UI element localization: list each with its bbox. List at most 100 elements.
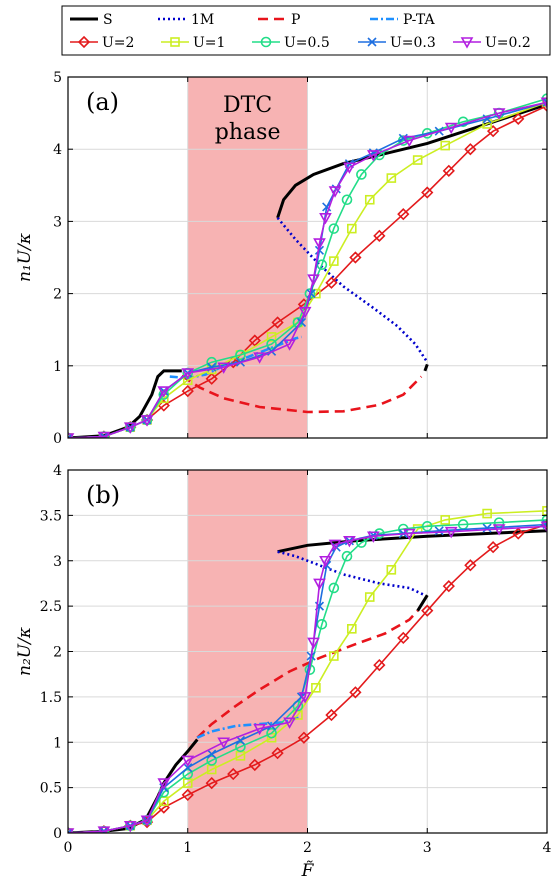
data-point-u-0-2 [283,339,296,351]
x-tick-label: 2 [303,840,312,856]
legend-label: 1M [191,12,214,28]
data-point-u-1 [329,256,339,266]
data-point-u-0-3 [68,433,73,438]
series-group [68,506,547,833]
data-point-u-2 [271,747,284,760]
data-point-u-1 [347,223,357,234]
data-point-u-1 [482,508,492,519]
legend-marker [460,37,474,49]
series-line-s [276,102,547,219]
data-point-u-2 [512,112,525,126]
data-point-u-2 [512,527,525,540]
data-point-u-2 [421,186,434,199]
y-tick-label: 5 [53,70,62,86]
legend-label: U=2 [102,35,134,51]
data-point-u-1 [266,332,277,342]
marker-stroke [482,523,492,533]
data-point-u-2 [248,334,261,347]
data-point-u-0-3 [183,763,193,773]
data-point-u-1 [440,515,451,525]
data-point-u-2 [486,125,500,138]
data-point-u-0-2 [402,135,416,148]
data-point-u-0-2 [181,755,195,768]
y-tick-label: 4 [53,142,62,158]
data-point-u-2 [205,776,218,790]
data-point-u-0-2 [140,415,154,427]
data-point-u-0-2 [540,97,547,109]
marker-stroke [322,202,332,212]
data-point-u-2 [227,767,240,781]
data-point-u-0-5 [341,550,353,562]
data-point-u-0-2 [217,737,231,749]
data-point-u-2 [397,631,410,645]
data-point-u-0-5 [328,223,340,234]
data-point-u-2 [442,164,455,177]
data-point-u-0-2 [181,368,195,380]
data-point-u-0-3 [482,523,492,533]
y-tick-label: 3.5 [40,508,62,524]
panel-label: (b) [86,481,120,509]
marker-stroke [434,526,444,536]
data-point-u-0-2 [540,521,547,533]
data-point-u-0-5 [421,520,433,532]
y-tick-label: 1 [53,359,62,375]
data-point-u-1 [329,651,339,661]
legend-label: U=0.3 [390,35,436,51]
marker-stroke [367,37,377,47]
data-point-u-1 [182,375,193,386]
data-point-u-0-5 [328,582,340,594]
region-label-line2: phase [215,120,281,145]
data-point-u-0-2 [123,820,137,833]
series-line-s [423,363,429,372]
x-tick-label: 4 [543,840,552,856]
data-point-u-2 [271,316,284,329]
series-line-u-2 [68,105,547,438]
data-point-u-0-2 [492,108,506,120]
data-point-u-2 [181,788,194,802]
data-point-u-2 [442,580,455,593]
data-point-u-0-2 [298,692,312,704]
series-line-u-0-2 [68,101,547,438]
data-point-u-0-5 [206,755,217,766]
data-point-u-0-5 [182,768,194,780]
data-point-u-2 [464,143,477,156]
marker-stroke [207,749,217,759]
y-tick-label: 1.5 [40,690,62,706]
data-point-u-0-2 [492,524,506,536]
data-point-u-2 [181,384,194,398]
x-axis-label: F̃ [301,861,315,881]
data-point-u-0-5 [541,514,547,526]
data-point-u-2 [373,229,386,242]
data-point-u-2 [248,758,261,772]
data-point-u-2 [486,541,500,554]
data-point-u-0-2 [444,526,458,539]
x-tick-label: 3 [423,840,432,856]
data-point-u-2 [297,731,311,744]
data-point-u-0-2 [319,555,332,568]
data-point-u-2 [325,708,338,722]
legend-marker [260,36,272,48]
data-point-u-2 [325,276,338,289]
marker-stroke [542,97,547,104]
marker-stroke [68,828,73,833]
data-point-u-0-2 [319,212,332,225]
data-point-u-2 [464,559,477,572]
data-point-u-0-2 [283,717,296,729]
data-point-u-0-2 [97,431,111,438]
legend-marker [170,37,180,47]
legend-label: U=1 [193,35,225,51]
data-point-u-1 [542,97,547,108]
data-point-u-0-2 [123,422,137,434]
data-point-u-0-3 [542,97,547,107]
data-point-u-0-5 [266,338,277,350]
y-tick-label: 2 [53,645,62,661]
data-point-u-0-2 [307,637,320,650]
data-point-u-0-2 [253,352,266,364]
series-line-p [181,374,423,414]
y-tick-label: 1 [53,735,62,751]
legend-label: P [291,12,300,28]
series-line-u-2 [68,523,547,833]
data-point-u-0-2 [367,150,380,162]
data-point-u-0-2 [328,186,342,198]
data-point-u-0-5 [235,741,246,753]
